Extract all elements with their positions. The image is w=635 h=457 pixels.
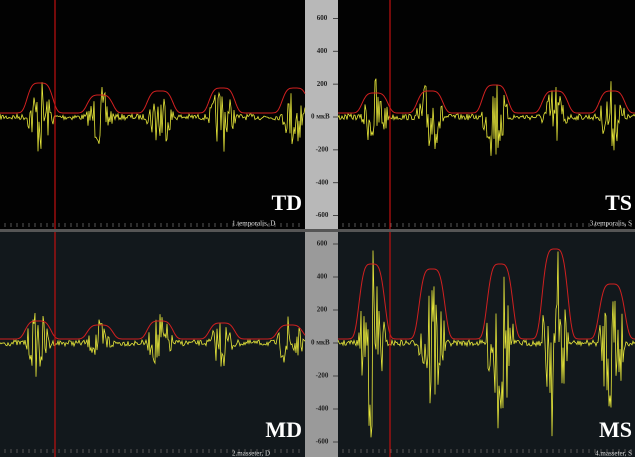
envelope <box>0 320 306 340</box>
scale-strip <box>305 232 338 457</box>
scale-label: 400 <box>317 47 328 55</box>
panel-label: TS <box>605 190 632 215</box>
channel-name: 1.temporalis, D <box>232 220 275 228</box>
scale-label: -400 <box>316 405 329 413</box>
envelope <box>338 84 635 114</box>
channel-name: 2.masseter, D <box>232 450 270 457</box>
channel-name: 4.masseter, S <box>595 450 632 457</box>
panel-label: MD <box>265 417 302 442</box>
channel-name: 3.temporalis, S <box>590 220 632 228</box>
panel-label: TD <box>271 190 302 215</box>
scale-label: -600 <box>316 438 329 446</box>
scale-label: 400 <box>317 273 328 281</box>
scale-label: 0 мкВ <box>311 339 330 347</box>
envelope <box>338 248 635 340</box>
emg-trace <box>337 78 635 156</box>
emg-trace <box>337 250 635 438</box>
scale-label: 200 <box>317 306 328 314</box>
emg-trace <box>0 312 306 377</box>
divider <box>0 229 635 232</box>
scale-strip <box>305 0 338 229</box>
scale-label: -600 <box>316 211 329 219</box>
scale-label: 600 <box>317 14 328 22</box>
emg-trace <box>0 82 306 152</box>
panel-bg <box>0 232 305 457</box>
scale-label: -200 <box>316 145 329 153</box>
scale-label: 0 мкВ <box>311 113 330 121</box>
scale-label: -200 <box>316 372 329 380</box>
scale-label: 200 <box>317 80 328 88</box>
panel-label: MS <box>599 417 632 442</box>
scale-label: 600 <box>317 240 328 248</box>
panel-bg <box>338 0 635 229</box>
scale-label: -400 <box>316 178 329 186</box>
envelope <box>0 82 306 114</box>
